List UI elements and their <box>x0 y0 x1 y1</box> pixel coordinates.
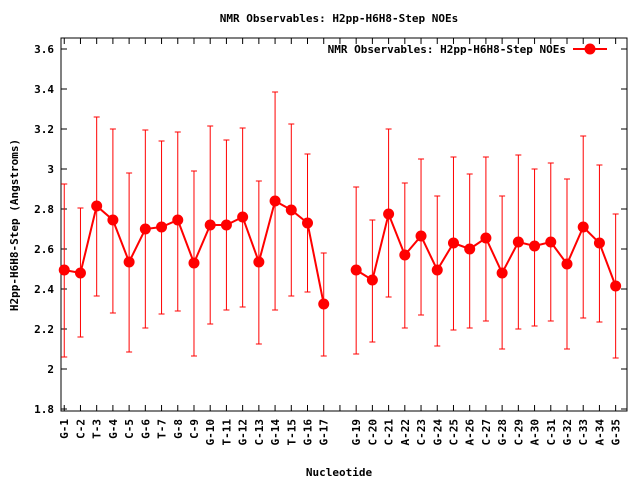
x-tick-label: C-27 <box>480 419 493 446</box>
x-tick-label: T-11 <box>220 419 233 446</box>
data-point <box>496 267 508 279</box>
x-tick-label: G-6 <box>139 419 152 439</box>
data-point <box>172 214 184 226</box>
x-tick-label: T-7 <box>156 419 169 439</box>
x-tick-label: A-26 <box>464 419 477 446</box>
data-point <box>480 232 492 244</box>
x-tick-label: G-14 <box>269 419 282 446</box>
data-point <box>253 256 265 268</box>
x-tick-label: G-19 <box>350 419 363 446</box>
y-tick-label: 3.2 <box>34 123 54 136</box>
y-axis-label: H2pp-H6H8-Step (Angstroms) <box>8 139 21 311</box>
legend: NMR Observables: H2pp-H6H8-Step NOEs <box>328 43 607 56</box>
data-point <box>512 236 524 248</box>
data-point <box>139 223 151 235</box>
y-tick-label: 1.8 <box>34 403 54 416</box>
data-point <box>577 221 589 233</box>
data-point <box>285 204 297 216</box>
x-tick-label: G-8 <box>172 419 185 439</box>
data-point <box>123 256 135 268</box>
y-tick-label: 2.2 <box>34 323 54 336</box>
data-point <box>107 214 119 226</box>
data-point <box>318 298 330 310</box>
data-point <box>204 219 216 231</box>
x-tick-label: C-23 <box>415 419 428 446</box>
data-point <box>431 264 443 276</box>
x-tick-label: G-24 <box>431 419 444 446</box>
data-point <box>415 230 427 242</box>
x-tick-label: G-17 <box>318 419 331 446</box>
y-tick-label: 2 <box>47 363 54 376</box>
x-tick-label: C-9 <box>188 419 201 439</box>
x-tick-label: G-1 <box>58 419 71 439</box>
y-tick-label: 3.4 <box>34 83 54 96</box>
x-tick-label: C-5 <box>123 419 136 439</box>
data-point <box>237 211 249 223</box>
legend-marker <box>584 43 596 55</box>
x-tick-label: A-22 <box>399 419 412 446</box>
data-point <box>529 240 541 252</box>
x-tick-label: G-12 <box>237 419 250 446</box>
y-tick-label: 2.8 <box>34 203 54 216</box>
y-tick-label: 2.4 <box>34 283 54 296</box>
data-point <box>350 264 362 276</box>
plot-border <box>60 37 628 412</box>
chart-title: NMR Observables: H2pp-H6H8-Step NOEs <box>220 12 458 25</box>
x-tick-label: A-30 <box>529 419 542 446</box>
x-tick-label: C-21 <box>383 419 396 446</box>
data-point <box>91 200 103 212</box>
y-tick-label: 3 <box>47 163 54 176</box>
data-point <box>220 219 232 231</box>
x-tick-label: G-28 <box>496 419 509 446</box>
x-tick-label: G-32 <box>561 419 574 446</box>
x-tick-label: T-3 <box>91 419 104 439</box>
x-tick-label: A-34 <box>593 419 606 446</box>
x-tick-label: C-13 <box>253 419 266 446</box>
data-point <box>58 264 70 276</box>
x-tick-label: C-2 <box>74 419 87 439</box>
data-point <box>74 267 86 279</box>
legend-label: NMR Observables: H2pp-H6H8-Step NOEs <box>328 43 566 56</box>
data-point <box>302 217 314 229</box>
data-point <box>610 280 622 292</box>
x-tick-label: C-29 <box>512 419 525 446</box>
x-tick-label: C-31 <box>545 419 558 446</box>
x-tick-label: C-20 <box>366 419 379 446</box>
data-point <box>156 221 168 233</box>
x-tick-label: G-4 <box>107 419 120 439</box>
x-axis-label: Nucleotide <box>306 466 373 479</box>
x-tick-label: G-10 <box>204 419 217 446</box>
data-point <box>593 237 605 249</box>
x-tick-label: G-35 <box>610 419 623 446</box>
data-point <box>447 237 459 249</box>
data-point <box>269 195 281 207</box>
data-point <box>188 257 200 269</box>
data-point <box>464 243 476 255</box>
data-point <box>561 258 573 270</box>
x-tick-label: G-16 <box>302 419 315 446</box>
x-tick-label: C-33 <box>577 419 590 446</box>
data-point <box>545 236 557 248</box>
data-point <box>399 249 411 261</box>
y-tick-label: 3.6 <box>34 43 54 56</box>
x-tick-label: T-15 <box>285 419 298 446</box>
y-tick-label: 2.6 <box>34 243 54 256</box>
x-tick-label: C-25 <box>447 419 460 446</box>
data-point <box>366 274 378 286</box>
data-point <box>383 208 395 220</box>
